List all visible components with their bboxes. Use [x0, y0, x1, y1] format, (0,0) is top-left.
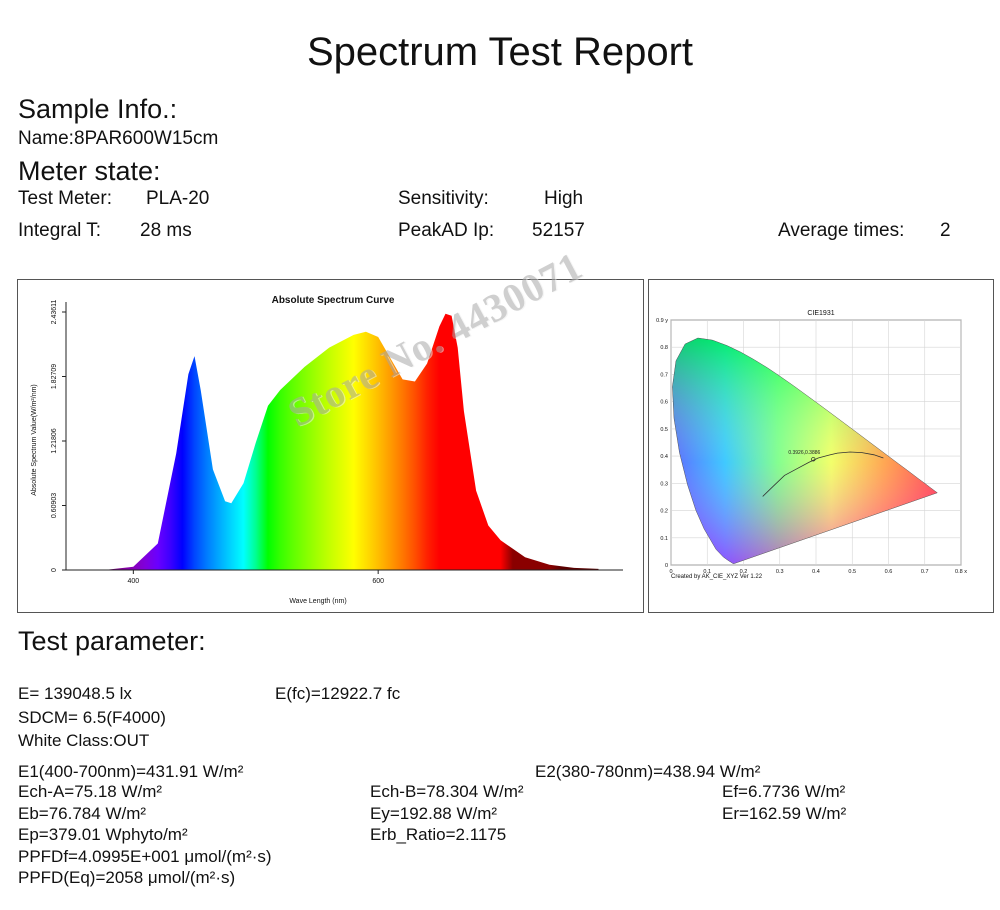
sample-name: Name:8PAR600W15cm [18, 128, 219, 149]
param-white-class: White Class:OUT [18, 731, 150, 750]
spectrum-chart-panel: Absolute Spectrum Curve 0 0.60903 1.21806 1… [17, 279, 644, 613]
spectrum-x-tick-label: 600 [372, 578, 384, 585]
cie-chart-panel: CIE1931 0 0.1 0.2 0.3 0.4 0.5 0.6 0.7 0.8 x 0 0.1 0… [648, 279, 994, 613]
cie-gamut-overlay [672, 337, 938, 564]
param-ey: Ey=192.88 W/m² [370, 804, 498, 823]
cie-y-tick-label: 0.3 [660, 481, 668, 487]
cie-y-tick-label: 0.2 [660, 509, 668, 515]
average-times-value: 2 [940, 220, 951, 241]
sensitivity-value: High [544, 188, 584, 209]
cie-x-tick-label: 0.7 [921, 569, 929, 575]
cie-x-tick-label: 0.8 x [955, 569, 967, 575]
cie-x-tick-label: 0.5 [848, 569, 856, 575]
cie-x-tick-label: 0 [669, 569, 672, 575]
test-meter-value: PLA-20 [146, 188, 210, 209]
cie-chart: CIE1931 0 0.1 0.2 0.3 0.4 0.5 0.6 0.7 0.8 x 0 0.1 0… [656, 310, 967, 580]
cie-y-tick-label: 0.1 [660, 536, 668, 542]
meter-state-heading: Meter state: [18, 156, 161, 186]
cie-y-tick-label: 0 [665, 563, 668, 569]
cie-planckian-locus [762, 451, 884, 497]
spectrum-y-tick-label: 0 [51, 568, 58, 572]
cie-x-tick-label: 0.1 [703, 569, 711, 575]
cie-y-tick-label: 0.7 [660, 372, 668, 378]
cie-y-tick-label: 0.9 y [656, 318, 668, 324]
test-meter-label: Test Meter: [18, 188, 112, 209]
param-ech-a: Ech-A=75.18 W/m² [18, 782, 163, 801]
cie-point-label: 0.3926,0.3886 [788, 450, 820, 456]
cie-x-tick-label: 0.2 [740, 569, 748, 575]
param-eb: Eb=76.784 W/m² [18, 804, 147, 823]
cie-y-tick-label: 0.8 [660, 345, 668, 351]
cie-x-tick-label: 0.3 [776, 569, 784, 575]
spectrum-y-tick-label: 1.82709 [51, 364, 58, 389]
spectrum-title: Absolute Spectrum Curve [272, 295, 395, 306]
param-ef: Ef=6.7736 W/m² [722, 782, 846, 801]
param-e: E= 139048.5 lx [18, 684, 132, 703]
average-times-label: Average times: [778, 220, 905, 241]
param-ppfd-eq: PPFD(Eq)=2058 μmol/(m²·s) [18, 868, 236, 887]
cie-chromaticity-point [811, 457, 816, 462]
cie-y-tick-label: 0.6 [660, 400, 668, 406]
param-ech-b: Ech-B=78.304 W/m² [370, 782, 524, 801]
spectrum-xlabel: Wave Length (nm) [289, 598, 346, 605]
spectrum-y-tick-label: 0.60903 [51, 493, 58, 518]
report-title: Spectrum Test Report [306, 30, 694, 74]
sample-info-heading: Sample Info.: [18, 94, 178, 124]
integral-value: 28 ms [140, 220, 192, 241]
peakad-value: 52157 [532, 220, 585, 241]
integral-label: Integral T: [18, 220, 102, 241]
spectrum-ylabel: Absolute Spectrum Value(W/m²/nm) [31, 384, 38, 496]
param-er: Er=162.59 W/m² [722, 804, 847, 823]
cie-x-tick-label: 0.4 [812, 569, 820, 575]
cie-title: CIE1931 [807, 310, 834, 317]
param-e1: E1(400-700nm)=431.91 W/m² [18, 762, 244, 781]
cie-y-tick-label: 0.4 [660, 454, 668, 460]
param-erb-ratio: Erb_Ratio=2.1175 [370, 825, 507, 844]
param-e2: E2(380-780nm)=438.94 W/m² [535, 762, 761, 781]
spectrum-x-tick-label: 400 [127, 578, 139, 585]
param-sdcm: SDCM= 6.5(F4000) [18, 708, 166, 727]
param-ppfdf: PPFDf=4.0995E+001 μmol/(m²·s) [18, 847, 272, 866]
spectrum-area [84, 313, 599, 570]
sensitivity-label: Sensitivity: [398, 188, 489, 209]
test-parameter-heading: Test parameter: [18, 626, 206, 656]
cie-y-tick-label: 0.5 [660, 427, 668, 433]
cie-x-tick-label: 0.6 [885, 569, 893, 575]
param-efc: E(fc)=12922.7 fc [275, 684, 401, 703]
peakad-label: PeakAD Ip: [398, 220, 495, 241]
param-ep: Ep=379.01 Wphyto/m² [18, 825, 188, 844]
spectrum-y-tick-label: 2.43611 [51, 300, 58, 325]
spectrum-chart: Absolute Spectrum Curve 0 0.60903 1.21806 1… [31, 295, 623, 605]
cie-footer: Created by AK_CIE_XYZ Ver 1.22 [671, 574, 763, 580]
spectrum-y-tick-label: 1.21806 [51, 428, 58, 453]
